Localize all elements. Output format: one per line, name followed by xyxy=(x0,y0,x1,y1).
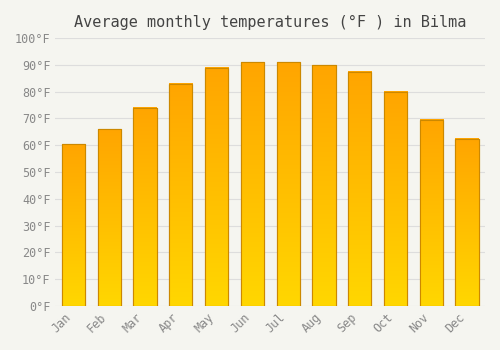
Bar xyxy=(276,62,300,306)
Bar xyxy=(169,84,192,306)
Bar xyxy=(240,62,264,306)
Bar xyxy=(205,68,228,306)
Bar xyxy=(169,84,192,306)
Bar xyxy=(456,139,478,306)
Bar xyxy=(348,72,372,306)
Bar xyxy=(384,92,407,306)
Bar xyxy=(420,120,443,306)
Bar xyxy=(62,144,85,306)
Bar xyxy=(456,139,478,306)
Bar xyxy=(276,62,300,306)
Bar xyxy=(205,68,228,306)
Bar xyxy=(98,129,121,306)
Bar xyxy=(240,62,264,306)
Bar xyxy=(98,129,121,306)
Bar xyxy=(312,65,336,306)
Bar xyxy=(348,72,372,306)
Bar xyxy=(312,65,336,306)
Bar xyxy=(62,144,85,306)
Title: Average monthly temperatures (°F ) in Bilma: Average monthly temperatures (°F ) in Bi… xyxy=(74,15,466,30)
Bar xyxy=(384,92,407,306)
Bar xyxy=(420,120,443,306)
Bar xyxy=(134,108,156,306)
Bar xyxy=(134,108,156,306)
